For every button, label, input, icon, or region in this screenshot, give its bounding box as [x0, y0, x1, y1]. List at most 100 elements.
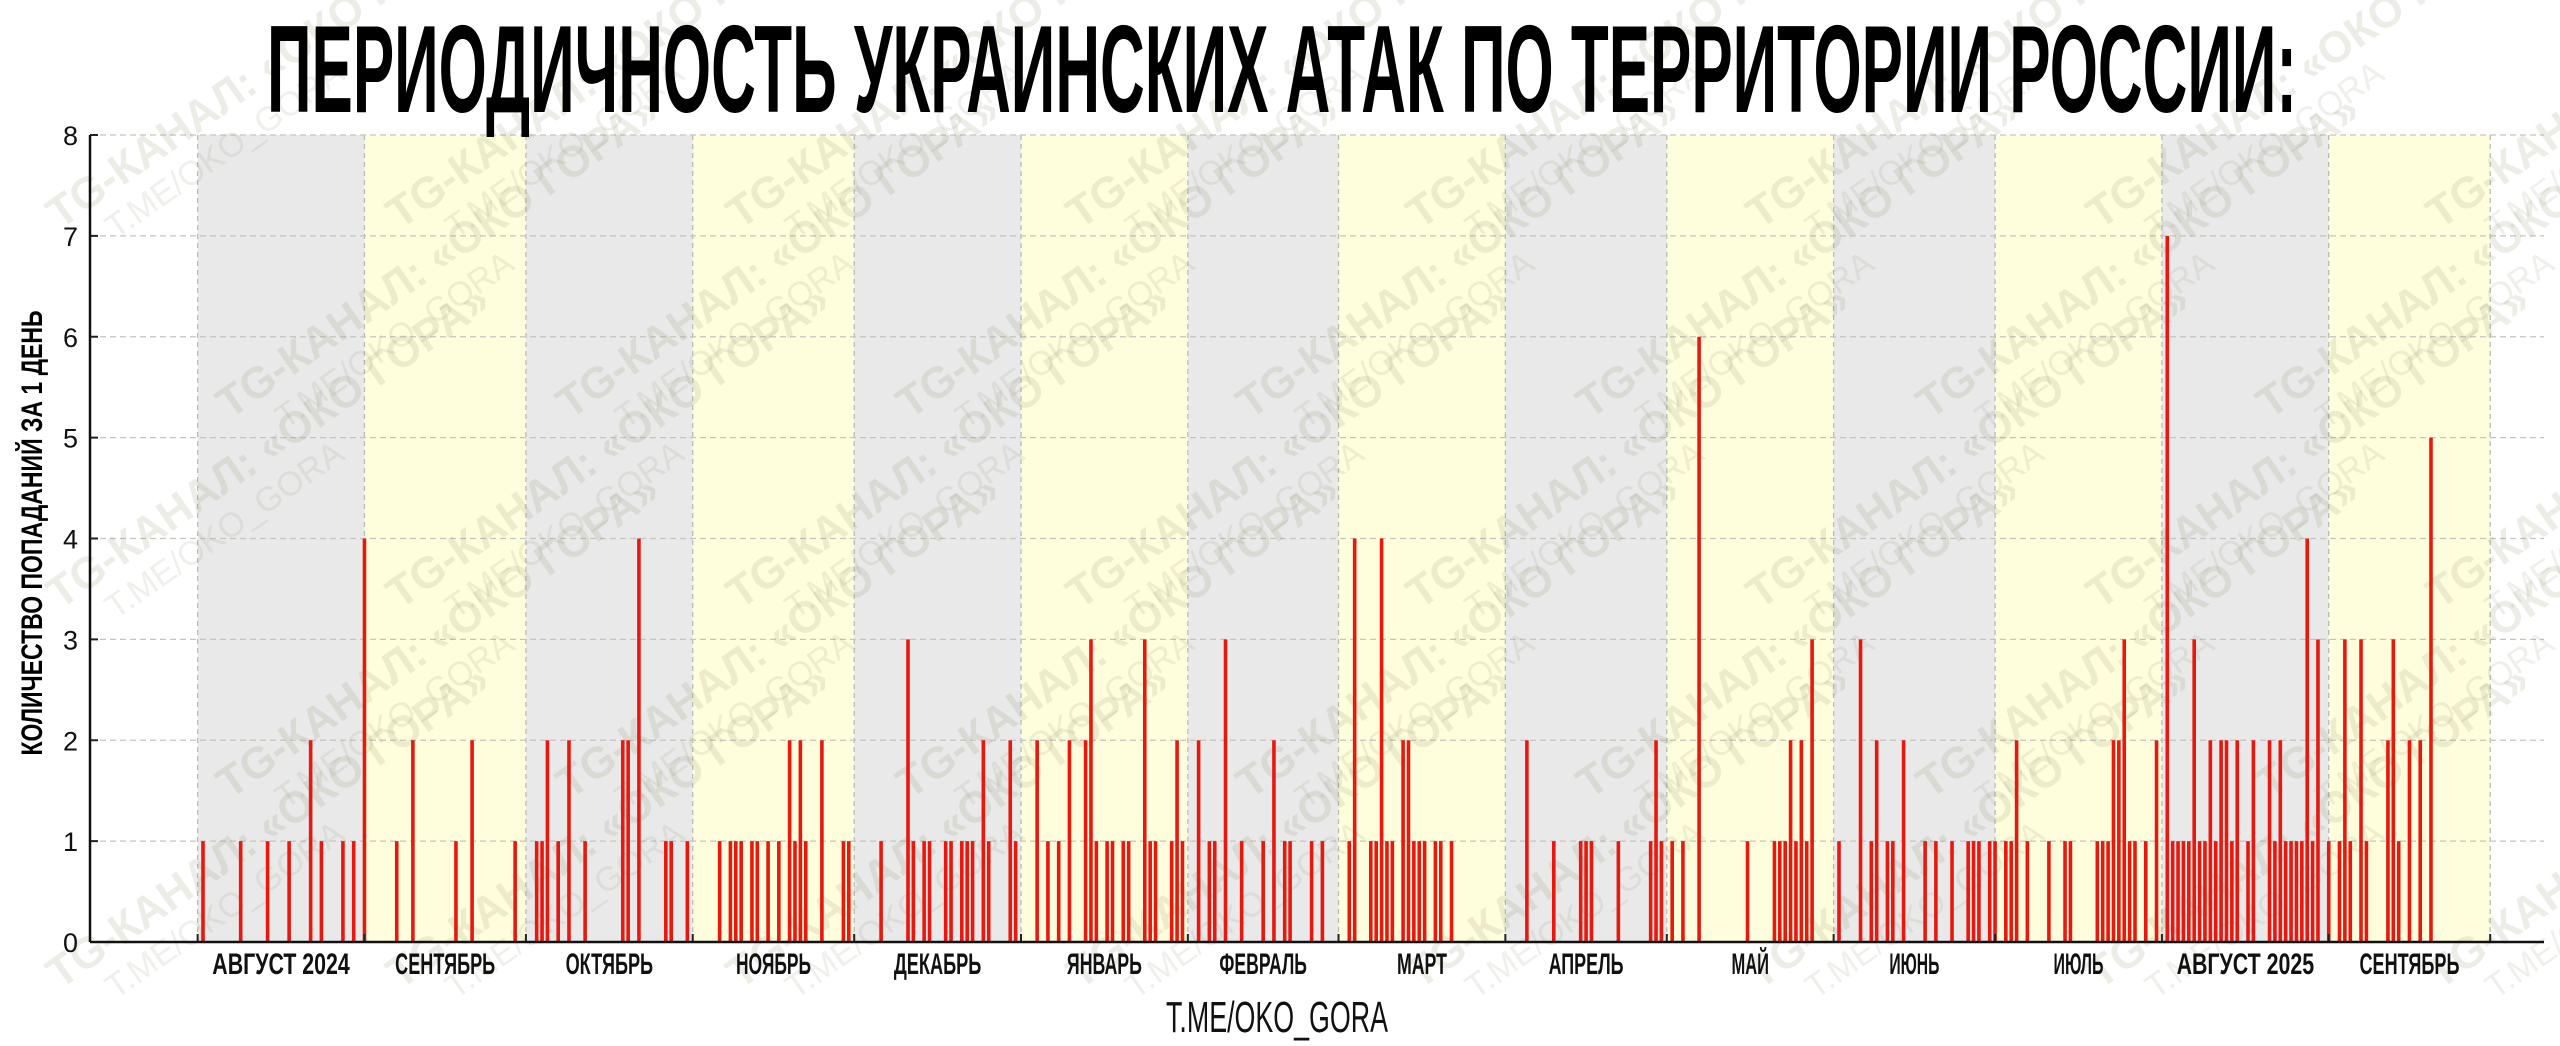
bar: [1282, 841, 1287, 942]
bar: [2122, 639, 2127, 942]
bar: [1885, 841, 1890, 942]
bar: [2143, 841, 2148, 942]
bar: [1799, 740, 1804, 942]
bar: [567, 740, 571, 942]
bar: [2235, 740, 2240, 942]
bar: [2316, 639, 2320, 942]
bar: [1008, 740, 1013, 942]
bar: [583, 841, 587, 942]
bar: [1648, 841, 1653, 942]
bar: [2251, 740, 2256, 942]
bar: [2359, 639, 2363, 942]
bar: [1320, 841, 1325, 942]
bar: [1142, 639, 1147, 942]
bar: [1950, 841, 1954, 942]
bar: [1616, 841, 1621, 942]
bar: [766, 841, 770, 942]
bar: [728, 841, 733, 942]
bar: [1153, 841, 1158, 942]
bar: [2203, 841, 2207, 942]
bar: [2165, 235, 2170, 942]
bar: [2187, 841, 2191, 942]
chart-title: ПЕРИОДИЧНОСТЬ УКРАИНСКИХ АТАК ПО ТЕРРИТО…: [267, 1, 2297, 139]
month-label: ОКТЯБРЬ: [566, 948, 654, 981]
bar: [1046, 841, 1050, 942]
bar: [265, 841, 270, 942]
bar: [777, 841, 781, 942]
bar: [1670, 841, 1674, 942]
bar: [513, 841, 517, 942]
bar: [1126, 841, 1131, 942]
bar: [1272, 740, 1276, 942]
bar: [1207, 841, 1212, 942]
bar: [1169, 841, 1174, 942]
bar: [685, 841, 690, 942]
bar: [2386, 740, 2390, 942]
bar: [965, 841, 969, 942]
bar: [1083, 740, 1088, 942]
y-tick-label: 4: [63, 525, 78, 555]
bar: [1783, 841, 1787, 942]
bar: [1438, 841, 1443, 942]
bar: [1417, 841, 1422, 942]
bar: [1966, 841, 1970, 942]
bar: [1401, 740, 1405, 942]
bar: [2343, 639, 2347, 942]
month-label: ЯНВАРЬ: [1067, 948, 1142, 981]
bar: [1449, 841, 1454, 942]
bar: [986, 841, 991, 942]
bar: [534, 841, 539, 942]
bar: [717, 841, 722, 942]
y-tick-label: 2: [63, 726, 78, 756]
bar: [540, 841, 544, 942]
bar: [2230, 841, 2234, 942]
bar: [755, 841, 760, 942]
bar: [2294, 841, 2299, 942]
y-tick-label: 7: [63, 222, 78, 252]
month-label: МАЙ: [1731, 947, 1769, 981]
bar: [2154, 740, 2159, 942]
tick-labels: АВГУСТ 2024 СЕНТЯБРЬ ОКТЯБРЬ НОЯБРЬ ДЕКАБРЬ Я…: [63, 121, 2459, 981]
bar: [308, 740, 313, 942]
bar: [2111, 740, 2116, 942]
bar: [787, 740, 792, 942]
bar: [1869, 841, 1874, 942]
bar: [1589, 841, 1594, 942]
bar: [1837, 841, 1841, 942]
month-label: АПРЕЛЬ: [1549, 948, 1624, 981]
bar: [1810, 639, 1814, 942]
bar: [1056, 841, 1061, 942]
bar: [1934, 841, 1938, 942]
bar: [803, 841, 808, 942]
bar: [1858, 639, 1863, 942]
bar: [664, 841, 668, 942]
bar: [847, 841, 851, 942]
bar: [879, 841, 883, 942]
bar: [2391, 639, 2396, 942]
bar: [1659, 841, 1664, 942]
bar: [2310, 841, 2315, 942]
month-label: СЕНТЯБРЬ: [2359, 948, 2459, 981]
bar: [2117, 740, 2121, 942]
bar: [2418, 740, 2423, 942]
bar: [960, 841, 964, 942]
bar: [739, 841, 743, 942]
bar: [1433, 841, 1438, 942]
bar: [981, 740, 986, 942]
bar: [454, 841, 458, 942]
bar: [1525, 740, 1529, 942]
bar: [1374, 841, 1378, 942]
bar: [970, 841, 975, 942]
bar: [733, 841, 738, 942]
x-axis-label: T.ME/OKO_GORA: [1166, 993, 1388, 1042]
bar: [2364, 841, 2369, 942]
bar: [2100, 841, 2105, 942]
bar: [362, 538, 367, 942]
bar: [1578, 841, 1583, 942]
bar: [2348, 841, 2353, 942]
bar: [2181, 841, 2186, 942]
month-label: ИЮНЬ: [1889, 948, 1939, 981]
bar: [669, 841, 674, 942]
bar: [2278, 740, 2283, 942]
bar: [2300, 841, 2304, 942]
